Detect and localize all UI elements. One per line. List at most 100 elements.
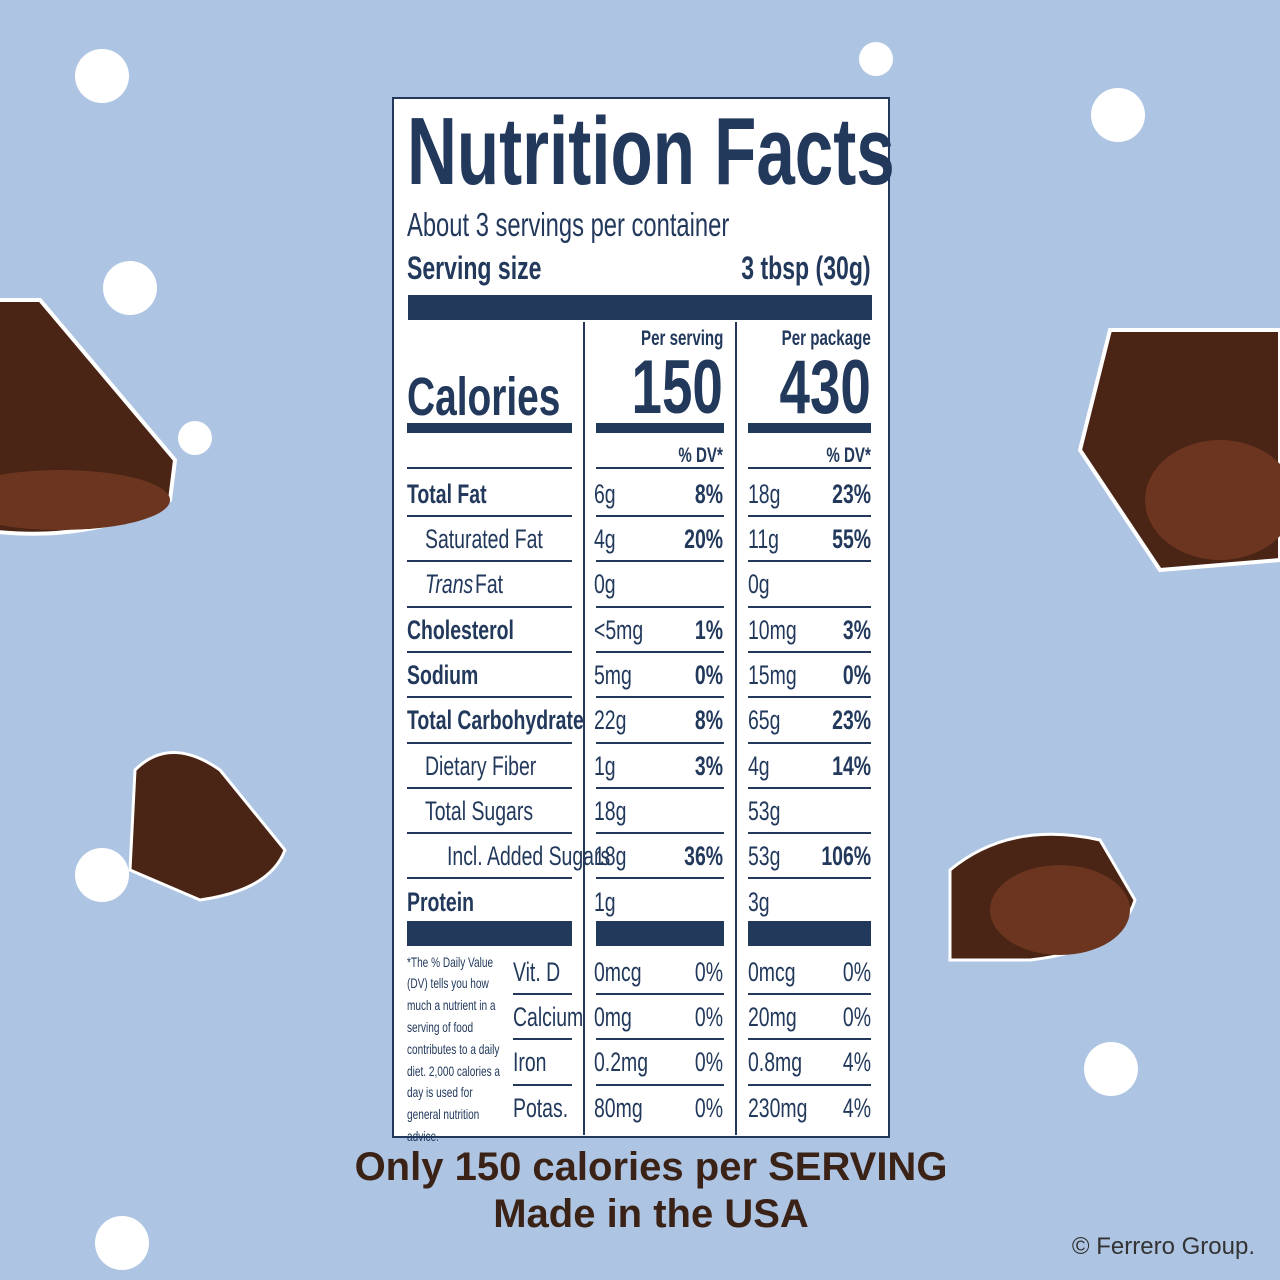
- amount: 20mg: [748, 1002, 797, 1033]
- rule: [596, 1083, 724, 1086]
- nutrient-name: Sodium: [407, 660, 479, 690]
- rule: [596, 467, 724, 469]
- vitamin-name: Calcium: [513, 1002, 584, 1033]
- tagline: Made in the USA: [493, 1192, 809, 1236]
- rule: [748, 605, 871, 608]
- amount: 0mcg: [594, 956, 642, 987]
- nutrient-name: Total Fat: [407, 478, 487, 509]
- rule: [596, 696, 724, 699]
- rule: [596, 877, 724, 880]
- rule: [407, 605, 572, 608]
- daily-value: 3%: [694, 750, 723, 781]
- footnote: *The % Daily Value (DV) tells you how mu…: [407, 953, 501, 1144]
- amount: 22g: [594, 705, 627, 736]
- dv-head: % DV*: [678, 444, 723, 468]
- rule: [748, 741, 871, 744]
- amount: 18g: [748, 478, 781, 509]
- amount: 4g: [748, 750, 770, 781]
- vitamin-name: Potas.: [513, 1092, 569, 1123]
- rule: [407, 741, 572, 744]
- amount: 3g: [748, 886, 770, 917]
- rule: [407, 877, 572, 880]
- amount: 80mg: [594, 1092, 643, 1123]
- rule: [748, 993, 871, 995]
- nutrient-name: Total Carbohydrate: [407, 705, 584, 736]
- daily-value: 0%: [694, 1092, 723, 1123]
- nutrient-name: Protein: [407, 886, 474, 917]
- amount: 11g: [748, 524, 779, 555]
- daily-value: 4%: [842, 1047, 871, 1078]
- thick-rule: [748, 921, 871, 946]
- medium-rule: [596, 423, 724, 433]
- rule: [596, 560, 724, 563]
- rule: [748, 467, 871, 469]
- candy-right: [1077, 328, 1280, 573]
- amount: 5mg: [594, 660, 632, 690]
- daily-value: 0%: [842, 660, 871, 690]
- rule: [513, 1083, 572, 1086]
- rule: [748, 696, 871, 699]
- servings: About 3 servings per container: [407, 206, 730, 244]
- amount: 65g: [748, 705, 781, 736]
- rule: [407, 832, 572, 835]
- daily-value: 0%: [694, 1002, 723, 1033]
- rule: [596, 741, 724, 744]
- daily-value: 36%: [684, 841, 723, 872]
- rule: [407, 786, 572, 789]
- white-dots: [75, 42, 1145, 1270]
- amount: 53g: [748, 841, 781, 872]
- rule: [596, 786, 724, 789]
- rule: [513, 993, 572, 995]
- rule: [596, 1038, 724, 1041]
- medium-rule: [407, 423, 572, 433]
- rule: [748, 650, 871, 653]
- serving-size: 3 tbsp (30g): [741, 249, 871, 286]
- amount: 0.2mg: [594, 1047, 649, 1078]
- daily-value: 106%: [821, 841, 871, 872]
- rule: [748, 877, 871, 880]
- candy-middle-right: [948, 832, 1137, 962]
- thick-rule: [408, 295, 872, 320]
- thick-rule: [596, 921, 724, 946]
- column-head: Per package: [781, 327, 871, 351]
- amount: 53g: [748, 795, 781, 826]
- rule: [596, 650, 724, 653]
- rule: [748, 786, 871, 789]
- serving-size-label: Serving size: [407, 249, 542, 286]
- candy-left: [0, 298, 178, 536]
- daily-value: 23%: [832, 705, 871, 736]
- title: Nutrition Facts: [407, 98, 895, 206]
- amount: <5mg: [594, 614, 644, 645]
- column-divider: [735, 322, 737, 1135]
- amount: 18g: [594, 795, 627, 826]
- rule: [596, 832, 724, 835]
- amount: 15mg: [748, 660, 797, 690]
- calories-value: 430: [779, 345, 871, 431]
- nutrient-name: Saturated Fat: [425, 524, 543, 555]
- rule: [407, 560, 572, 563]
- daily-value: 1%: [694, 614, 723, 645]
- nutrient-name: Trans: [425, 569, 474, 600]
- amount: 0g: [748, 569, 770, 600]
- rule: [748, 1083, 871, 1086]
- nutrient-name: Total Sugars: [425, 795, 534, 826]
- daily-value: 0%: [694, 956, 723, 987]
- nutrient-name: Fat: [475, 569, 504, 600]
- daily-value: 0%: [842, 1002, 871, 1033]
- dv-head: % DV*: [826, 444, 871, 468]
- amount: 230mg: [748, 1092, 808, 1123]
- rule: [748, 1038, 871, 1041]
- rule: [407, 696, 572, 699]
- amount: 6g: [594, 478, 616, 509]
- calories-label: Calories: [407, 366, 561, 427]
- nutrition-label: [392, 97, 890, 1138]
- column-head: Per serving: [640, 327, 723, 351]
- copyright: © Ferrero Group.: [1071, 1232, 1255, 1260]
- daily-value: 0%: [694, 1047, 723, 1078]
- rule: [748, 515, 871, 517]
- medium-rule: [748, 423, 871, 433]
- daily-value: 8%: [694, 705, 723, 736]
- calories-value: 150: [631, 345, 723, 431]
- nutrient-name: Incl. Added Sugars: [447, 841, 611, 872]
